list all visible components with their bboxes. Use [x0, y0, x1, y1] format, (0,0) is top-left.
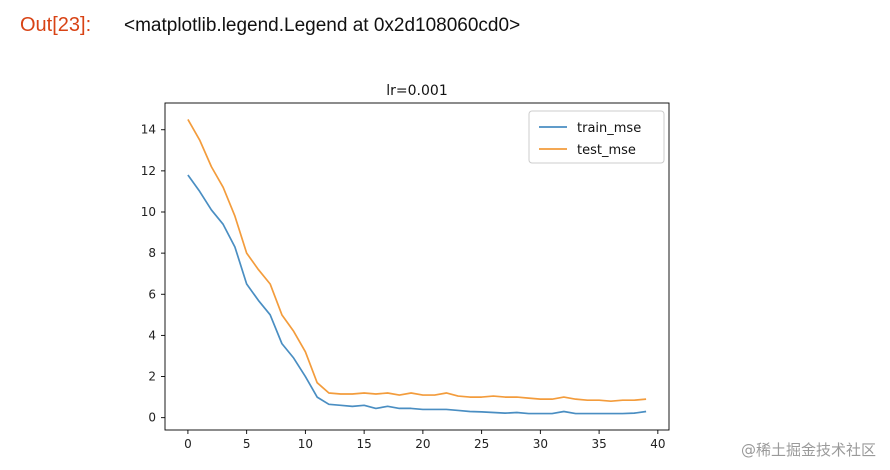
- y-tick-label: 14: [141, 123, 156, 137]
- y-tick-label: 4: [148, 328, 156, 342]
- series-line-train-mse: [187, 174, 647, 415]
- y-tick-label: 2: [148, 370, 156, 384]
- plot-area: 0 5 10 15 20 25 30 35 40 0 2 4 6 8 10 12 14 train_msetest…: [141, 102, 670, 451]
- legend-label-train-mse: train_mse: [577, 121, 641, 136]
- watermark-text: @稀土掘金技术社区: [740, 441, 876, 459]
- x-tick-label: 30: [533, 437, 548, 451]
- chart-title: lr=0.001: [386, 83, 447, 99]
- x-tick-label: 20: [415, 437, 430, 451]
- x-tick-label: 10: [298, 437, 313, 451]
- series-line-test-mse: [187, 119, 647, 403]
- y-tick-label: 0: [148, 411, 156, 425]
- legend-box: [528, 110, 665, 164]
- cell-output-prompt: Out[23]:: [20, 14, 92, 36]
- y-tick-label: 10: [141, 205, 156, 219]
- x-tick-label: 5: [243, 437, 251, 451]
- x-tick-label: 15: [356, 437, 371, 451]
- x-tick-label: 35: [591, 437, 606, 451]
- y-tick-label: 8: [148, 246, 156, 260]
- y-tick-label: 12: [141, 164, 156, 178]
- cell-output-text: <matplotlib.legend.Legend at 0x2d108060c…: [124, 15, 521, 36]
- x-tick-label: 40: [650, 437, 665, 451]
- y-tick-label: 6: [148, 287, 156, 301]
- legend-label-test-mse: test_mse: [577, 143, 636, 158]
- x-tick-label: 25: [474, 437, 489, 451]
- x-tick-label: 0: [184, 437, 192, 451]
- axes-frame: [164, 102, 670, 431]
